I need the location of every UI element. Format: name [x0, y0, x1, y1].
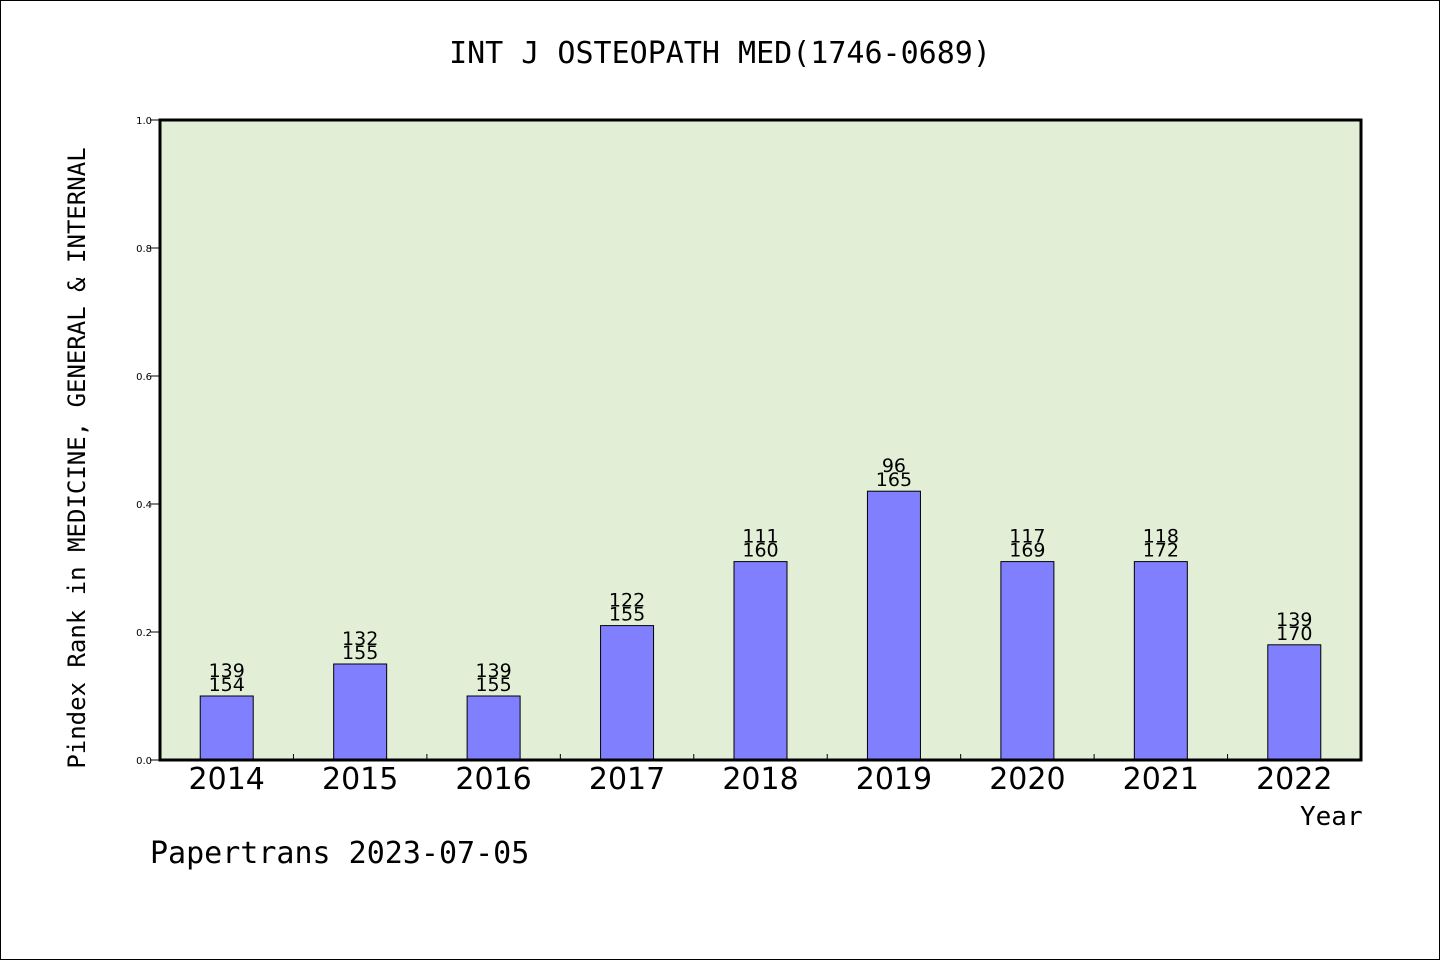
bar-2017: [600, 625, 655, 761]
total-label: 169: [1009, 540, 1045, 562]
x-category-label: 2014: [189, 762, 265, 797]
x-category-label: 2019: [856, 762, 932, 797]
y-tick-label: 0.2: [136, 628, 152, 639]
rank-label: 139: [475, 660, 511, 682]
total-label: 155: [609, 604, 645, 626]
data-labels: 1391541321551391551221551111609616511716…: [209, 455, 1313, 696]
rank-label: 118: [1143, 526, 1179, 548]
bar-2020: [1000, 561, 1055, 761]
bar-2014: [199, 695, 254, 761]
rank-label: 132: [342, 628, 378, 650]
total-label: 160: [742, 540, 778, 562]
rank-label: 139: [1276, 609, 1312, 631]
x-axis-label: Year: [1300, 802, 1363, 832]
bar-2019: [866, 490, 921, 761]
rank-label: 111: [742, 526, 778, 548]
total-label: 154: [209, 674, 245, 696]
x-category-label: 2021: [1123, 762, 1199, 797]
x-category-label: 2017: [589, 762, 665, 797]
bar-2021: [1133, 561, 1188, 761]
total-label: 165: [876, 469, 912, 491]
total-label: 155: [475, 674, 511, 696]
y-tick-label: 1.0: [136, 116, 152, 127]
y-tick-label: 0.0: [136, 756, 152, 767]
chart-title: INT J OSTEOPATH MED(1746-0689): [449, 36, 991, 71]
x-category-label: 2022: [1256, 762, 1332, 797]
bar-2018: [733, 561, 788, 761]
bar-2016: [466, 695, 521, 761]
footer-credit: Papertrans 2023-07-05: [150, 836, 530, 871]
x-axis-categories: 2014 2015 2016 2017 2018 2019 2020 2021 2022: [189, 762, 1333, 797]
total-label: 155: [342, 642, 378, 664]
total-label: 170: [1276, 623, 1312, 645]
total-label: 172: [1143, 540, 1179, 562]
bar-2022: [1267, 644, 1322, 761]
rank-label: 139: [209, 660, 245, 682]
y-tick-label: 0.8: [136, 244, 152, 255]
x-category-label: 2018: [722, 762, 798, 797]
rank-label: 122: [609, 590, 645, 612]
bars: [199, 490, 1322, 761]
x-category-label: 2015: [322, 762, 398, 797]
y-axis-ticks: 0.0 0.2 0.4 0.6 0.8 1.0: [136, 116, 160, 767]
rank-label: 117: [1009, 526, 1045, 548]
x-category-label: 2020: [989, 762, 1065, 797]
x-category-label: 2016: [455, 762, 531, 797]
y-tick-label: 0.6: [136, 372, 152, 383]
rank-label: 96: [882, 455, 906, 477]
y-tick-label: 0.4: [136, 500, 152, 511]
plot-border: [158, 118, 1363, 762]
bar-2015: [333, 663, 388, 761]
